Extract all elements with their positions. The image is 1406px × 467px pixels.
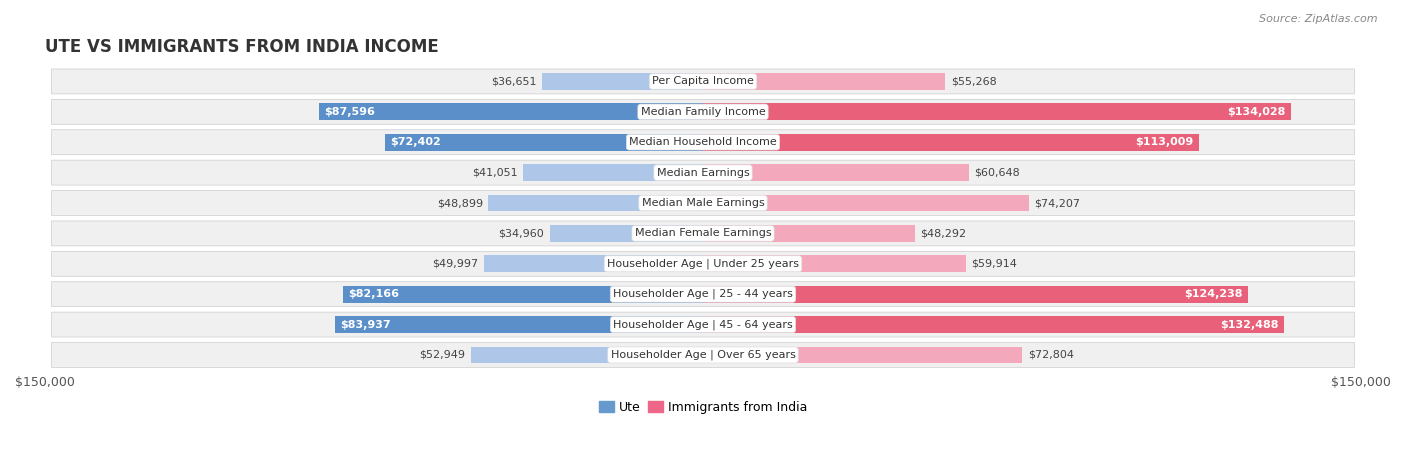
Text: $49,997: $49,997	[432, 259, 478, 269]
Text: $134,028: $134,028	[1227, 107, 1285, 117]
Text: $59,914: $59,914	[972, 259, 1017, 269]
Text: UTE VS IMMIGRANTS FROM INDIA INCOME: UTE VS IMMIGRANTS FROM INDIA INCOME	[45, 38, 439, 57]
Text: $132,488: $132,488	[1220, 319, 1279, 330]
Text: $48,292: $48,292	[920, 228, 966, 238]
Bar	[335, 316, 703, 333]
Text: $60,648: $60,648	[974, 168, 1021, 177]
Bar	[703, 347, 1022, 363]
Text: Per Capita Income: Per Capita Income	[652, 77, 754, 86]
Text: Median Family Income: Median Family Income	[641, 107, 765, 117]
FancyBboxPatch shape	[52, 160, 1354, 185]
Text: Householder Age | 25 - 44 years: Householder Age | 25 - 44 years	[613, 289, 793, 299]
Bar	[543, 73, 703, 90]
Bar	[703, 73, 945, 90]
Text: Median Female Earnings: Median Female Earnings	[634, 228, 772, 238]
Bar	[703, 104, 1291, 120]
FancyBboxPatch shape	[52, 69, 1354, 94]
Text: Householder Age | 45 - 64 years: Householder Age | 45 - 64 years	[613, 319, 793, 330]
Text: $41,051: $41,051	[472, 168, 517, 177]
Text: $74,207: $74,207	[1033, 198, 1080, 208]
Bar	[385, 134, 703, 150]
FancyBboxPatch shape	[52, 251, 1354, 276]
Bar	[703, 225, 915, 242]
Text: $113,009: $113,009	[1135, 137, 1194, 147]
Text: $48,899: $48,899	[437, 198, 484, 208]
Bar	[319, 104, 703, 120]
Text: $36,651: $36,651	[492, 77, 537, 86]
Bar	[703, 134, 1199, 150]
FancyBboxPatch shape	[52, 130, 1354, 155]
Bar	[488, 195, 703, 212]
Text: Householder Age | Under 25 years: Householder Age | Under 25 years	[607, 259, 799, 269]
Text: $34,960: $34,960	[499, 228, 544, 238]
Bar	[703, 286, 1249, 303]
Bar	[471, 347, 703, 363]
Bar	[703, 316, 1284, 333]
FancyBboxPatch shape	[52, 312, 1354, 337]
Bar	[703, 195, 1029, 212]
FancyBboxPatch shape	[52, 282, 1354, 307]
Bar	[343, 286, 703, 303]
Text: $72,804: $72,804	[1028, 350, 1074, 360]
Text: $124,238: $124,238	[1184, 289, 1243, 299]
Bar	[703, 164, 969, 181]
Text: Source: ZipAtlas.com: Source: ZipAtlas.com	[1260, 14, 1378, 24]
Text: $52,949: $52,949	[419, 350, 465, 360]
Text: $83,937: $83,937	[340, 319, 391, 330]
FancyBboxPatch shape	[52, 191, 1354, 215]
Text: $72,402: $72,402	[391, 137, 441, 147]
Text: Median Earnings: Median Earnings	[657, 168, 749, 177]
Text: Median Male Earnings: Median Male Earnings	[641, 198, 765, 208]
Text: $55,268: $55,268	[950, 77, 997, 86]
FancyBboxPatch shape	[52, 342, 1354, 368]
Text: $82,166: $82,166	[347, 289, 399, 299]
Bar	[550, 225, 703, 242]
Text: Householder Age | Over 65 years: Householder Age | Over 65 years	[610, 350, 796, 360]
FancyBboxPatch shape	[52, 99, 1354, 124]
Text: Median Household Income: Median Household Income	[628, 137, 778, 147]
FancyBboxPatch shape	[52, 221, 1354, 246]
Legend: Ute, Immigrants from India: Ute, Immigrants from India	[593, 396, 813, 418]
Text: $87,596: $87,596	[323, 107, 375, 117]
Bar	[703, 255, 966, 272]
Bar	[484, 255, 703, 272]
Bar	[523, 164, 703, 181]
